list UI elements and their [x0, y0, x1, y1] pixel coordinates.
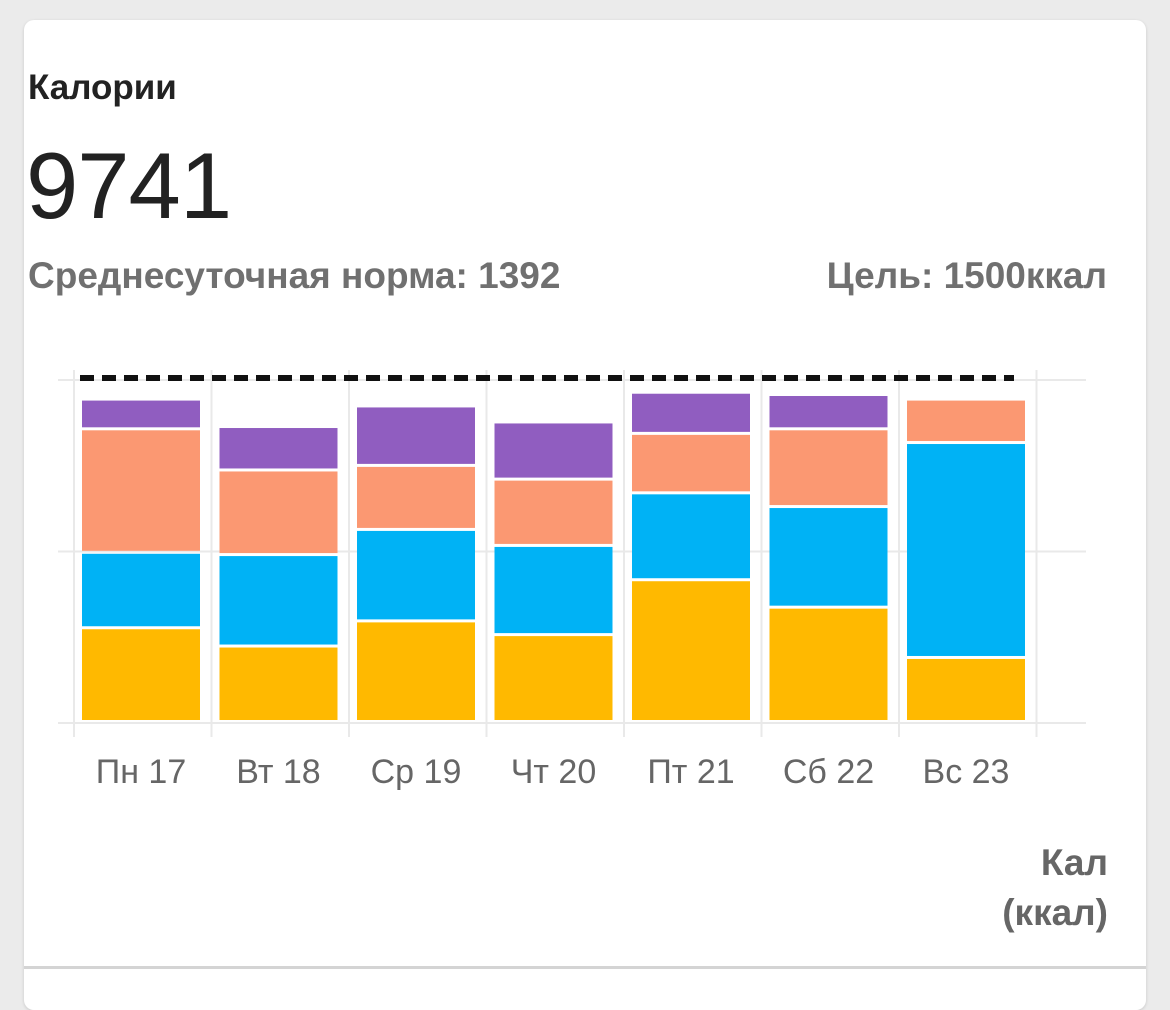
unit-label: Кал (ккал)	[1002, 838, 1108, 938]
bar-segment-2-1	[357, 530, 475, 620]
bar-segment-4-1	[632, 494, 750, 579]
daily-average: Среднесуточная норма: 1392	[28, 255, 561, 296]
x-tick-label-0: Пн 17	[96, 753, 186, 791]
x-tick-label-4: Пт 21	[647, 753, 734, 791]
bar-segment-1-0	[219, 647, 338, 720]
bar-segment-5-2	[769, 430, 888, 506]
bar-segment-4-0	[632, 581, 750, 720]
x-tick-label-1: Вт 18	[236, 753, 320, 791]
unit-label-units: (ккал)	[1002, 892, 1108, 933]
bar-segment-2-3	[357, 407, 475, 464]
bar-segment-2-2	[357, 466, 475, 528]
bar-segment-6-0	[907, 658, 1025, 720]
x-tick-label-2: Ср 19	[371, 753, 462, 791]
bar-segment-4-3	[632, 393, 750, 432]
card-title: Калории	[28, 68, 177, 107]
bar-segment-4-2	[632, 434, 750, 492]
bar-segment-1-2	[219, 471, 338, 554]
bar-segment-0-2	[82, 430, 200, 551]
bar-segment-3-1	[494, 546, 613, 634]
calories-bar-chart: Пн 17 Вт 18 Ср 19 Чт 20 Пт 21 Сб 22 Вс 23	[58, 370, 1086, 791]
bar-segment-2-0	[357, 622, 475, 720]
bar-segment-3-0	[494, 636, 613, 720]
bar-segment-6-1	[907, 444, 1025, 656]
bar-segment-5-0	[769, 608, 888, 720]
bar-segment-3-3	[494, 423, 613, 478]
bar-segment-1-3	[219, 428, 338, 469]
bar-segment-5-1	[769, 508, 888, 606]
bar-segment-1-1	[219, 556, 338, 645]
calorie-goal: Цель: 1500ккал	[826, 255, 1107, 296]
x-tick-label-3: Чт 20	[511, 753, 597, 791]
bar-segment-0-1	[82, 553, 200, 627]
bar-segment-3-2	[494, 480, 613, 544]
x-tick-label-5: Сб 22	[783, 753, 874, 791]
bar-segment-0-3	[82, 400, 200, 428]
bar-segment-6-2	[907, 400, 1025, 442]
bar-segment-0-0	[82, 629, 200, 720]
card-divider	[24, 966, 1146, 969]
x-tick-label-6: Вс 23	[923, 753, 1010, 791]
unit-label-name: Кал	[1040, 842, 1108, 883]
total-calories: 9741	[26, 133, 232, 238]
bar-segment-5-3	[769, 396, 888, 428]
